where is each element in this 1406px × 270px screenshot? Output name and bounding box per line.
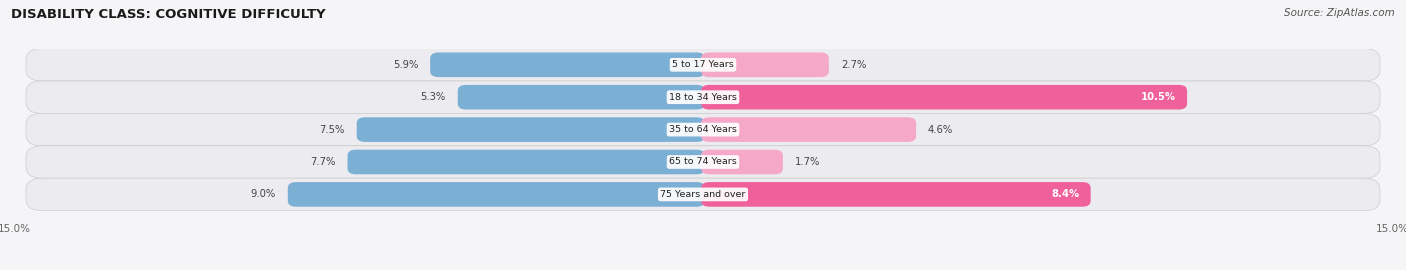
FancyBboxPatch shape	[347, 150, 704, 174]
FancyBboxPatch shape	[25, 81, 1381, 113]
Text: 15.0%: 15.0%	[1375, 224, 1406, 234]
Text: Source: ZipAtlas.com: Source: ZipAtlas.com	[1284, 8, 1395, 18]
Text: 9.0%: 9.0%	[250, 189, 276, 200]
Text: 4.6%: 4.6%	[928, 124, 953, 135]
FancyBboxPatch shape	[702, 150, 783, 174]
Text: 18 to 34 Years: 18 to 34 Years	[669, 93, 737, 102]
FancyBboxPatch shape	[702, 182, 1091, 207]
FancyBboxPatch shape	[702, 117, 917, 142]
Text: 75 Years and over: 75 Years and over	[661, 190, 745, 199]
FancyBboxPatch shape	[288, 182, 704, 207]
Text: 7.7%: 7.7%	[311, 157, 336, 167]
Text: 65 to 74 Years: 65 to 74 Years	[669, 157, 737, 167]
Text: 7.5%: 7.5%	[319, 124, 344, 135]
FancyBboxPatch shape	[357, 117, 704, 142]
Text: 35 to 64 Years: 35 to 64 Years	[669, 125, 737, 134]
FancyBboxPatch shape	[25, 178, 1381, 211]
Text: 5 to 17 Years: 5 to 17 Years	[672, 60, 734, 69]
Text: DISABILITY CLASS: COGNITIVE DIFFICULTY: DISABILITY CLASS: COGNITIVE DIFFICULTY	[11, 8, 326, 21]
FancyBboxPatch shape	[25, 49, 1381, 81]
Text: 8.4%: 8.4%	[1052, 189, 1080, 200]
FancyBboxPatch shape	[430, 52, 704, 77]
FancyBboxPatch shape	[702, 52, 830, 77]
Text: 5.9%: 5.9%	[392, 60, 418, 70]
Text: 2.7%: 2.7%	[841, 60, 866, 70]
FancyBboxPatch shape	[458, 85, 704, 110]
FancyBboxPatch shape	[25, 146, 1381, 178]
FancyBboxPatch shape	[702, 85, 1187, 110]
Text: 10.5%: 10.5%	[1142, 92, 1175, 102]
Text: 5.3%: 5.3%	[420, 92, 446, 102]
Text: 1.7%: 1.7%	[794, 157, 820, 167]
FancyBboxPatch shape	[25, 113, 1381, 146]
Text: 15.0%: 15.0%	[0, 224, 31, 234]
